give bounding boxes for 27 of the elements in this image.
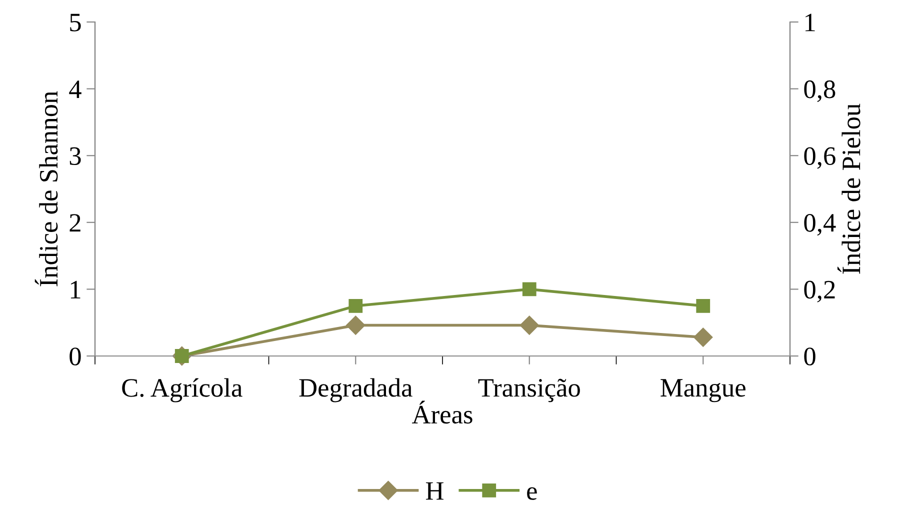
point: [348, 298, 363, 313]
x-tick-label: Degradada: [299, 378, 412, 402]
y-tick-label: 0: [70, 348, 81, 366]
x-axis-title: Áreas: [412, 400, 472, 424]
y-tick-label: 1: [70, 280, 80, 298]
y2-tick-label: 0: [804, 348, 816, 366]
point: [696, 298, 710, 313]
y2-tick-label: 0,8: [804, 80, 836, 102]
y2-axis-title: Índice de Pielou: [837, 104, 860, 274]
y-tick-label: 5: [70, 14, 81, 32]
x-tick-label: C. Agrícola: [122, 378, 242, 402]
y-tick-label: 4: [69, 80, 82, 98]
y2-tick-label: 0,4: [804, 214, 836, 236]
y2-tick-label: 1: [806, 14, 815, 32]
x-tick-label: Transição: [478, 378, 580, 402]
legend-label: H: [426, 482, 444, 500]
y2-tick-label: 0,2: [804, 280, 835, 302]
point: [346, 316, 366, 335]
y-axis-title: Índice de Shannon: [34, 91, 58, 286]
point: [520, 316, 539, 335]
y-tick-label: 2: [70, 214, 80, 232]
point: [694, 328, 713, 347]
x-tick-label: Mangue: [660, 379, 746, 402]
legend-label: e: [527, 487, 537, 500]
y2-tick-label: 0,6: [804, 147, 836, 169]
point: [522, 282, 536, 296]
y-tick-label: 3: [70, 147, 81, 166]
